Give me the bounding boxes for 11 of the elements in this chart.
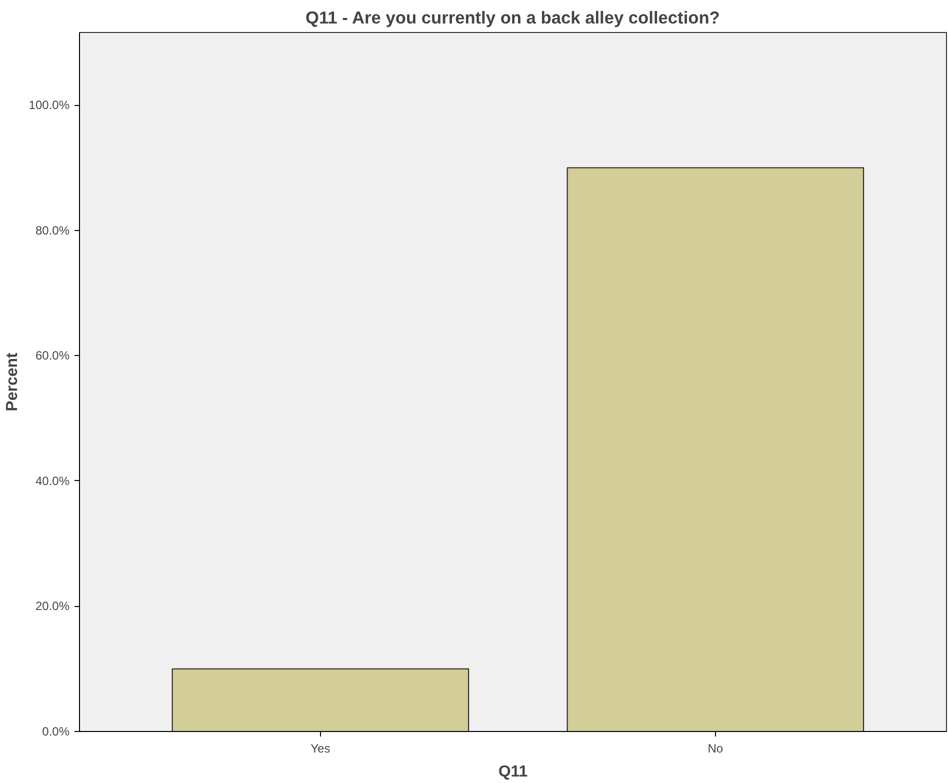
x-axis-title: Q11 <box>498 764 528 780</box>
x-tick-label: No <box>708 742 724 756</box>
y-tick-label: 60.0% <box>35 348 70 363</box>
y-tick-label: 0.0% <box>42 724 70 738</box>
x-tick-label: Yes <box>310 742 330 756</box>
y-axis-title: Percent <box>4 352 21 412</box>
y-tick-label: 40.0% <box>35 474 70 488</box>
y-tick-label: 20.0% <box>35 599 70 614</box>
y-tick-label: 100.0% <box>28 98 70 112</box>
y-tick-label: 80.0% <box>35 223 70 238</box>
chart-title: Q11 - Are you currently on a back alley collection? <box>305 8 720 28</box>
